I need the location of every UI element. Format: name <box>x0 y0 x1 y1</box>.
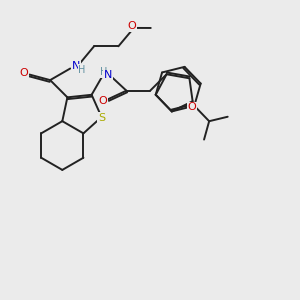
Text: O: O <box>188 102 197 112</box>
Text: O: O <box>20 68 28 78</box>
Text: O: O <box>98 96 107 106</box>
Text: N: N <box>104 70 112 80</box>
Text: O: O <box>128 21 136 31</box>
Text: N: N <box>72 61 80 70</box>
Text: H: H <box>78 65 86 75</box>
Text: H: H <box>100 67 107 77</box>
Text: S: S <box>98 112 105 123</box>
